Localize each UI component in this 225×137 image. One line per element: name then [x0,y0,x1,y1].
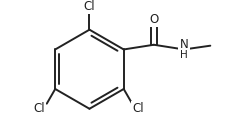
Text: Cl: Cl [131,102,143,115]
Text: Cl: Cl [83,0,95,13]
Text: Cl: Cl [33,102,45,115]
Text: O: O [148,13,158,26]
Text: N: N [179,38,187,51]
Text: H: H [179,50,187,60]
